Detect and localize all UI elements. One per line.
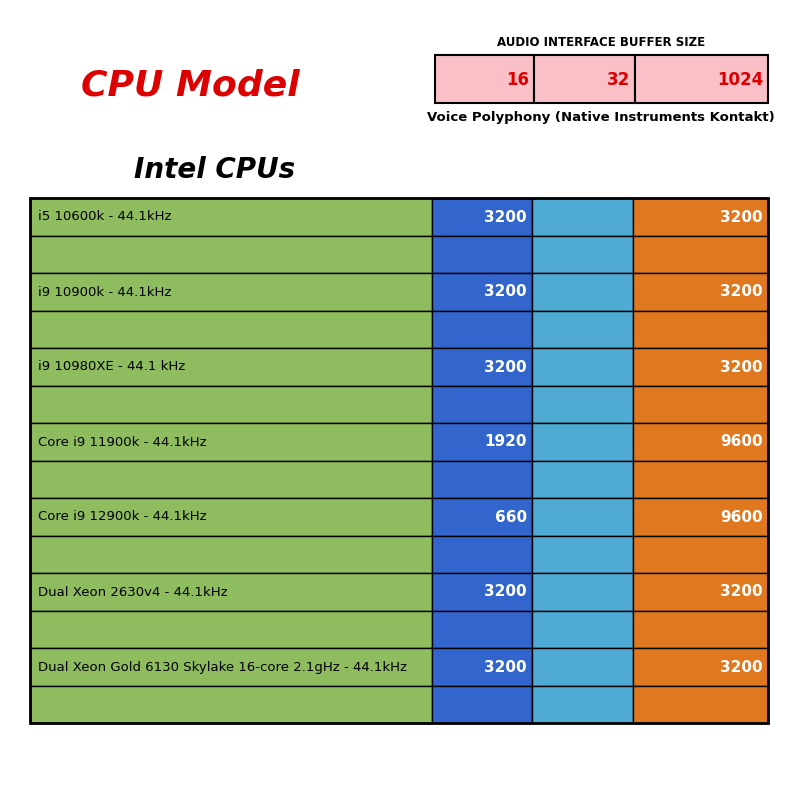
Bar <box>532 686 633 723</box>
Text: Core i9 12900k - 44.1kHz: Core i9 12900k - 44.1kHz <box>38 511 206 524</box>
Bar <box>30 423 432 461</box>
Bar <box>635 55 768 103</box>
Text: 3200: 3200 <box>720 284 763 299</box>
Bar <box>532 423 633 461</box>
Text: Dual Xeon Gold 6130 Skylake 16-core 2.1gHz - 44.1kHz: Dual Xeon Gold 6130 Skylake 16-core 2.1g… <box>38 661 407 673</box>
Text: Voice Polyphony (Native Instruments Kontakt): Voice Polyphony (Native Instruments Kont… <box>427 111 775 124</box>
Bar <box>532 198 633 236</box>
Bar <box>532 348 633 386</box>
Bar <box>30 536 432 573</box>
Bar <box>30 273 432 311</box>
Text: 3200: 3200 <box>720 210 763 224</box>
Bar <box>633 348 768 386</box>
Text: 660: 660 <box>495 509 527 524</box>
Bar <box>432 686 532 723</box>
Text: 3200: 3200 <box>485 360 527 375</box>
Bar <box>633 273 768 311</box>
Text: i9 10900k - 44.1kHz: i9 10900k - 44.1kHz <box>38 285 171 299</box>
Text: Core i9 11900k - 44.1kHz: Core i9 11900k - 44.1kHz <box>38 436 206 448</box>
Bar <box>30 648 432 686</box>
Bar <box>633 611 768 648</box>
Bar <box>432 498 532 536</box>
Text: CPU Model: CPU Model <box>80 68 300 102</box>
Bar <box>532 573 633 611</box>
Text: Dual Xeon 2630v4 - 44.1kHz: Dual Xeon 2630v4 - 44.1kHz <box>38 585 228 599</box>
Bar <box>532 461 633 498</box>
Bar <box>30 348 432 386</box>
Bar <box>432 573 532 611</box>
Bar <box>30 386 432 423</box>
Bar <box>432 536 532 573</box>
Bar <box>30 198 768 723</box>
Bar <box>432 311 532 348</box>
Text: 1920: 1920 <box>485 435 527 450</box>
Bar <box>633 461 768 498</box>
Text: 3200: 3200 <box>720 584 763 600</box>
Bar <box>532 536 633 573</box>
Text: 3200: 3200 <box>720 360 763 375</box>
Bar <box>30 198 432 236</box>
Bar <box>432 273 532 311</box>
Bar <box>432 236 532 273</box>
Text: 1024: 1024 <box>717 71 763 89</box>
Bar <box>30 498 432 536</box>
Bar <box>30 461 432 498</box>
Bar <box>432 423 532 461</box>
Bar <box>532 648 633 686</box>
Bar <box>30 236 432 273</box>
Bar <box>432 386 532 423</box>
Text: i9 10980XE - 44.1 kHz: i9 10980XE - 44.1 kHz <box>38 360 185 374</box>
Text: 3200: 3200 <box>720 660 763 675</box>
Text: 32: 32 <box>607 71 630 89</box>
Bar <box>532 273 633 311</box>
Bar <box>633 686 768 723</box>
Bar <box>633 236 768 273</box>
Bar <box>633 536 768 573</box>
Text: 3200: 3200 <box>485 284 527 299</box>
Bar <box>30 573 432 611</box>
Bar <box>532 611 633 648</box>
Bar <box>432 198 532 236</box>
Bar <box>633 198 768 236</box>
Bar <box>633 573 768 611</box>
Text: 9600: 9600 <box>720 509 763 524</box>
Text: 9600: 9600 <box>720 435 763 450</box>
Bar <box>435 55 534 103</box>
Bar <box>534 55 635 103</box>
Bar <box>432 648 532 686</box>
Bar <box>532 498 633 536</box>
Bar <box>30 611 432 648</box>
Text: 16: 16 <box>506 71 529 89</box>
Bar <box>633 311 768 348</box>
Bar <box>532 236 633 273</box>
Bar <box>633 386 768 423</box>
Bar <box>633 498 768 536</box>
Bar <box>432 611 532 648</box>
Bar <box>532 311 633 348</box>
Bar <box>432 461 532 498</box>
Bar <box>30 686 432 723</box>
Text: 3200: 3200 <box>485 210 527 224</box>
Bar <box>30 311 432 348</box>
Text: 3200: 3200 <box>485 584 527 600</box>
Text: 3200: 3200 <box>485 660 527 675</box>
Bar <box>532 386 633 423</box>
Bar <box>633 423 768 461</box>
Text: Intel CPUs: Intel CPUs <box>135 156 296 184</box>
Text: AUDIO INTERFACE BUFFER SIZE: AUDIO INTERFACE BUFFER SIZE <box>497 36 705 49</box>
Bar <box>633 648 768 686</box>
Bar <box>432 348 532 386</box>
Text: i5 10600k - 44.1kHz: i5 10600k - 44.1kHz <box>38 211 171 223</box>
